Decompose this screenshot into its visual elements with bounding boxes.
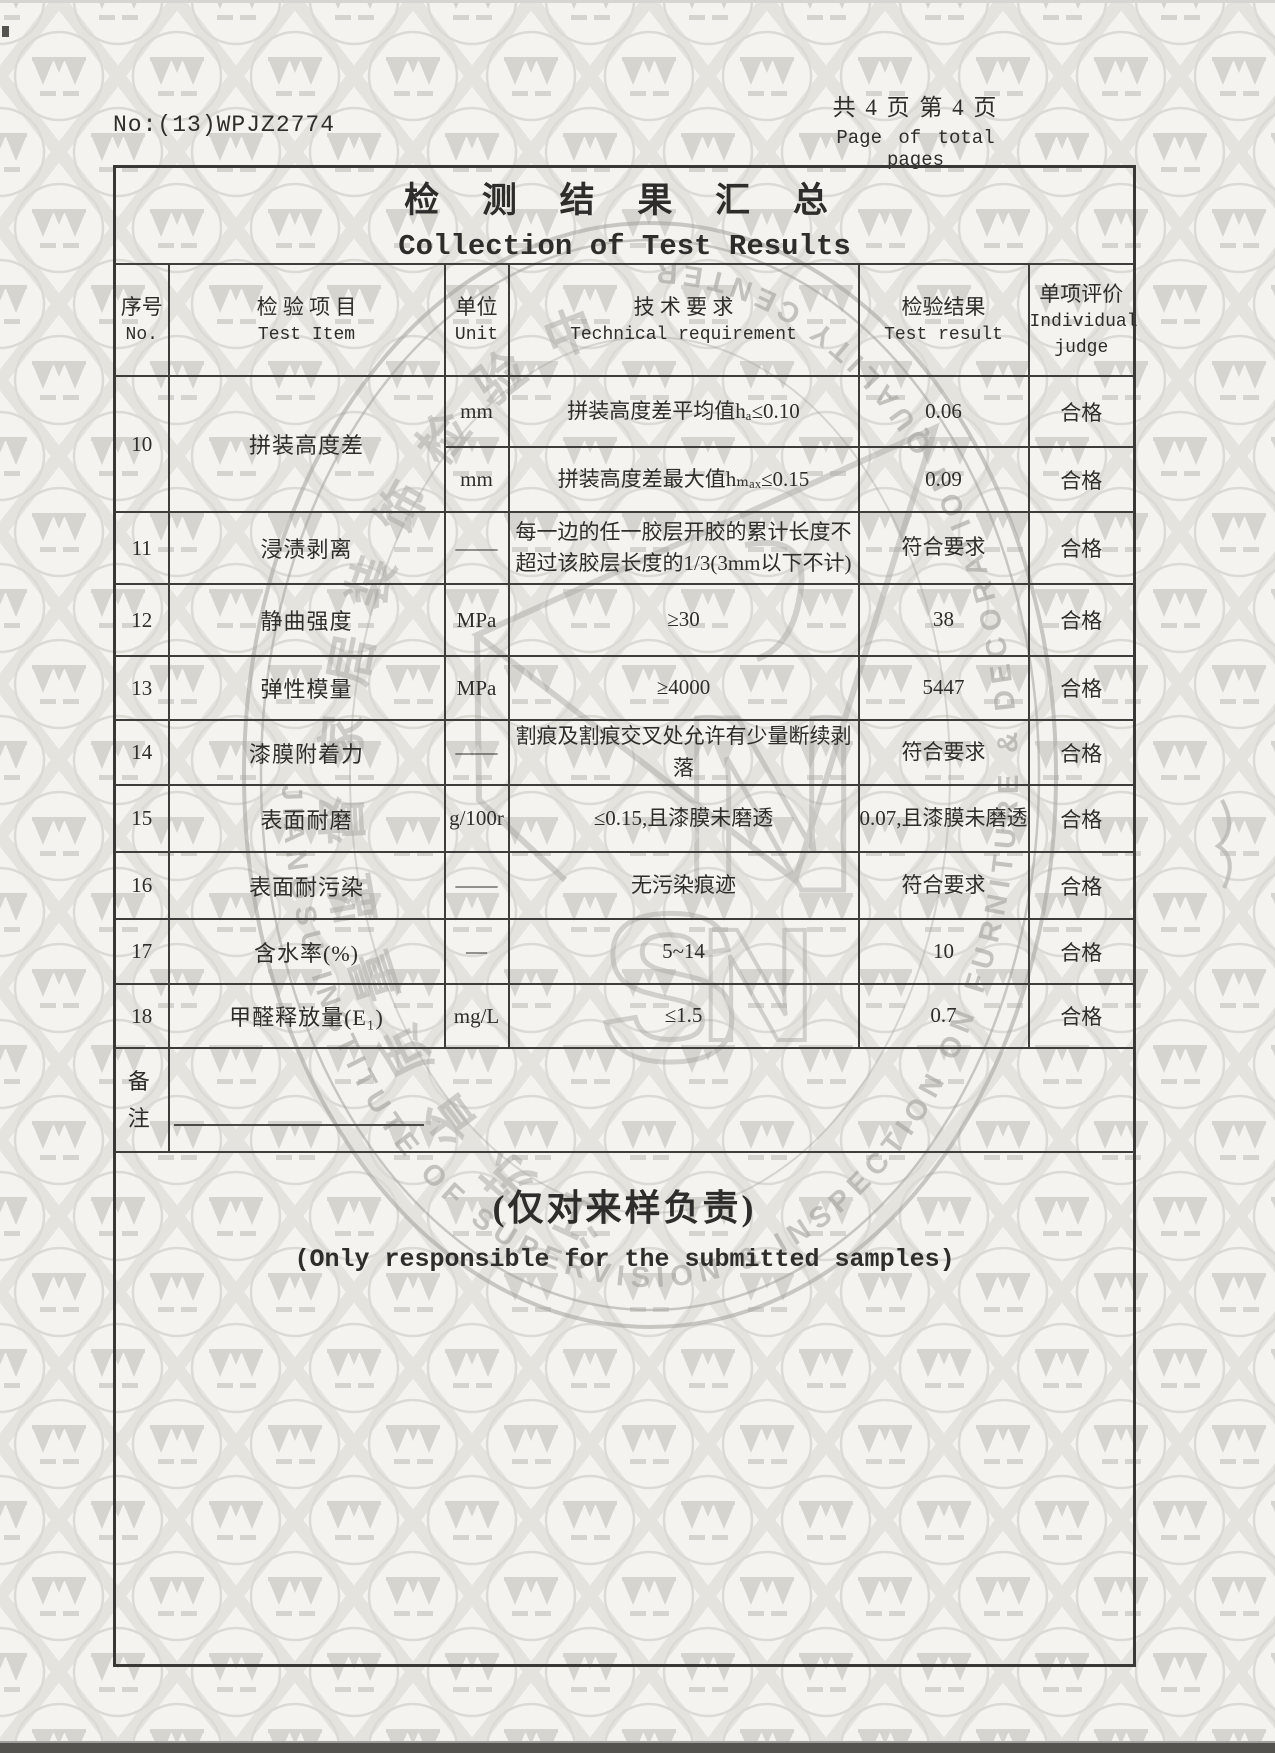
scan-edge-top (0, 0, 1275, 3)
cell-item: 浸渍剥离 (167, 511, 446, 585)
cell-judge: 合格 (1027, 583, 1136, 657)
cell-requirement: 拼装高度差平均值hₐ≤0.10 (507, 375, 860, 448)
table-row: 11 浸渍剥离 —— 每一边的任一胶层开胶的累计长度不超过该胶层长度的1/3(3… (113, 511, 1136, 585)
cell-judge: 合格 (1027, 784, 1136, 853)
page-count: 共 4 页 第 4 页 Page of total pages (808, 88, 1023, 171)
scan-speck (2, 26, 9, 37)
table-row: mm 拼装高度差最大值hₘₐₓ≤0.15 0.09 合格 (115, 446, 1136, 513)
cell-no: 13 (113, 655, 170, 721)
cell-unit: — (443, 918, 510, 985)
cell-item: 表面耐磨 (167, 784, 446, 853)
col-header-result: 检验结果 Test result (857, 263, 1030, 377)
cell-item: 甲醛释放量(E₁) (167, 983, 446, 1049)
cell-result: 0.06 (857, 375, 1030, 448)
table-row: 16 表面耐污染 —— 无污染痕迹 符合要求 合格 (113, 851, 1136, 920)
remarks-row: 备注 (113, 1047, 1136, 1153)
scan-edge-bottom-line (0, 1741, 1275, 1743)
cell-unit: —— (443, 719, 510, 786)
doc-number: No:(13)WPJZ2774 (113, 112, 336, 138)
table-row: 15 表面耐磨 g/100r ≤0.15,且漆膜未磨透 0.07,且漆膜未磨透 … (113, 784, 1136, 853)
cell-judge: 合格 (1027, 655, 1136, 721)
table-row: 18 甲醛释放量(E₁) mg/L ≤1.5 0.7 合格 (113, 983, 1136, 1049)
table-title-row: 检 测 结 果 汇 总 Collection of Test Results (113, 165, 1136, 265)
cell-result: 10 (857, 918, 1030, 985)
cell-unit: mm (443, 375, 510, 448)
footer-note-cn: (仅对来样负责) (492, 1188, 757, 1228)
cell-requirement: 每一边的任一胶层开胶的累计长度不超过该胶层长度的1/3(3mm以下不计) (507, 511, 860, 585)
cell-unit: —— (443, 851, 510, 920)
cell-no: 16 (113, 851, 170, 920)
cell-item: 表面耐污染 (167, 851, 446, 920)
cell-item: 含水率(%) (167, 918, 446, 985)
cell-result: 符合要求 (857, 851, 1030, 920)
remarks-body (167, 1047, 1136, 1153)
cell-judge: 合格 (1027, 375, 1136, 448)
remarks-label-cell: 备注 (113, 1047, 170, 1153)
col-header-unit: 单位 Unit (443, 263, 510, 377)
cell-no: 17 (113, 918, 170, 985)
cell-no: 15 (113, 784, 170, 853)
cell-judge: 合格 (1027, 851, 1136, 920)
cell-item: 静曲强度 (167, 583, 446, 657)
cell-no: 14 (113, 719, 170, 786)
cell-unit: mm (443, 446, 510, 513)
cell-unit: MPa (443, 655, 510, 721)
cell-judge: 合格 (1027, 719, 1136, 786)
cell-unit: mg/L (443, 983, 510, 1049)
cell-judge: 合格 (1027, 511, 1136, 585)
cell-result: 0.7 (857, 983, 1030, 1049)
remarks-label: 备注 (127, 1068, 156, 1131)
cell-judge: 合格 (1027, 918, 1136, 985)
table-row: 14 漆膜附着力 —— 割痕及割痕交叉处允许有少量断续剥落 符合要求 合格 (113, 719, 1136, 786)
col-header-no: 序号 No. (113, 263, 170, 377)
cell-requirement: 割痕及割痕交叉处允许有少量断续剥落 (507, 719, 860, 786)
cell-requirement: 无污染痕迹 (507, 851, 860, 920)
cell-requirement: ≥30 (507, 583, 860, 657)
table-row: 12 静曲强度 MPa ≥30 38 合格 (113, 583, 1136, 657)
footer-note-en: (Only responsible for the submitted samp… (294, 1245, 955, 1274)
cell-judge: 合格 (1027, 446, 1136, 513)
cell-result: 0.09 (857, 446, 1030, 513)
cell-requirement: ≤1.5 (507, 983, 860, 1049)
cell-no: 11 (113, 511, 170, 585)
cell-item: 漆膜附着力 (167, 719, 446, 786)
cell-result: 0.07,且漆膜未磨透 (857, 784, 1030, 853)
cell-judge: 合格 (1027, 983, 1136, 1049)
cell-no: 12 (113, 583, 170, 657)
remarks-underline (173, 1124, 424, 1126)
cell-result: 38 (857, 583, 1030, 657)
page-title-cn: 检 测 结 果 汇 总 (404, 181, 845, 220)
cell-requirement: 拼装高度差最大值hₘₐₓ≤0.15 (507, 446, 860, 513)
page-count-cn: 共 4 页 第 4 页 (832, 95, 999, 120)
cell-result: 5447 (857, 655, 1030, 721)
margin-smudge (1214, 799, 1232, 889)
cell-requirement: ≤0.15,且漆膜未磨透 (507, 784, 860, 853)
scan-edge-bottom (0, 1743, 1275, 1753)
table-row: 10 拼装高度差 mm 拼装高度差平均值hₐ≤0.10 0.06 合格 (113, 375, 1136, 513)
cell-result: 符合要求 (857, 511, 1030, 585)
table-header-row: 序号 No. 检 验 项 目 Test Item 单位 Unit 技 术 要 求 Tec… (113, 263, 1138, 377)
col-header-judge: 单项评价 Individual judge (1027, 263, 1138, 377)
footer-row: (仅对来样负责) (Only responsible for the submi… (113, 1151, 1136, 1667)
page-title-en: Collection of Test Results (398, 230, 851, 263)
col-header-item: 检 验 项 目 Test Item (167, 263, 446, 377)
cell-requirement: 5~14 (507, 918, 860, 985)
cell-no: 18 (113, 983, 170, 1049)
table-row: 17 含水率(%) — 5~14 10 合格 (113, 918, 1136, 985)
cell-unit: —— (443, 511, 510, 585)
cell-requirement: ≥4000 (507, 655, 860, 721)
cell-unit: g/100r (443, 784, 510, 853)
col-header-requirement: 技 术 要 求 Technical requirement (507, 263, 860, 377)
cell-item: 弹性模量 (167, 655, 446, 721)
results-table: 检 测 结 果 汇 总 Collection of Test Results 序… (113, 165, 1138, 1667)
cell-no: 10 (113, 375, 170, 513)
cell-unit: MPa (443, 583, 510, 657)
cell-item: 拼装高度差 (167, 375, 446, 513)
table-row: 13 弹性模量 MPa ≥4000 5447 合格 (113, 655, 1136, 721)
cell-result: 符合要求 (857, 719, 1030, 786)
